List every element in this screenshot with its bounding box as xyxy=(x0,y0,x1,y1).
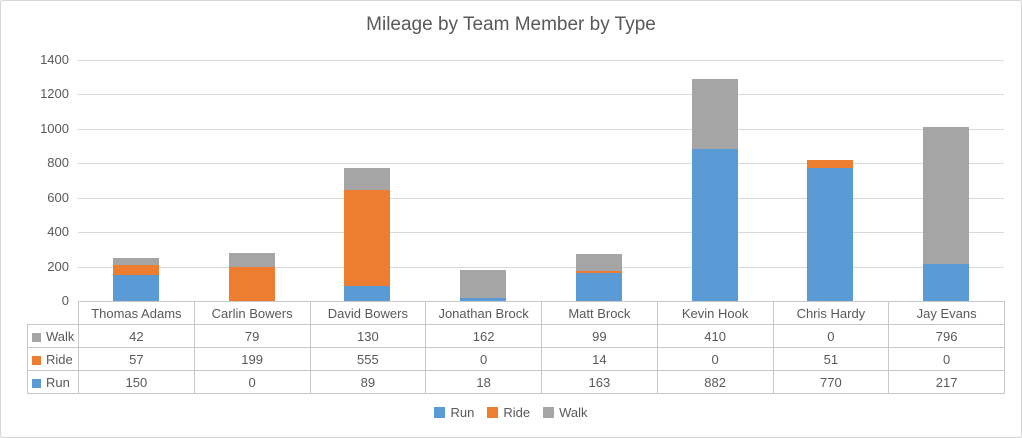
legend-swatch-icon xyxy=(434,407,446,418)
category-header-cell: Matt Brock xyxy=(541,301,658,325)
bar-segment-run xyxy=(923,263,970,301)
gridline xyxy=(78,163,1004,165)
y-axis-label: 600 xyxy=(47,189,69,205)
value-cell: 163 xyxy=(541,370,658,394)
value-cell: 0 xyxy=(425,347,542,371)
value-cell: 0 xyxy=(772,324,890,348)
y-axis-label: 800 xyxy=(47,155,69,171)
legend-item: Walk xyxy=(543,405,588,420)
plot-area xyxy=(78,60,1004,301)
y-axis-label: 1000 xyxy=(40,120,69,136)
bar-segment-walk xyxy=(460,270,507,298)
bar-segment-walk xyxy=(228,253,275,267)
bar-segment-run xyxy=(807,168,854,301)
legend-swatch-icon xyxy=(487,407,499,418)
series-label: Ride xyxy=(46,351,73,367)
value-cell: 42 xyxy=(78,324,195,348)
y-axis-label: 1400 xyxy=(40,52,69,67)
legend-swatch-icon xyxy=(543,407,555,418)
bar-segment-ride xyxy=(228,266,275,301)
chart-legend: Run Ride Walk xyxy=(1,405,1021,420)
bar-segment-walk xyxy=(344,167,391,191)
table-row: Ride 57 199 555 0 14 0 51 0 xyxy=(27,347,1005,371)
gridline xyxy=(78,266,1004,268)
category-header-cell: Jay Evans xyxy=(888,301,1005,325)
gridline xyxy=(78,60,1004,61)
value-cell: 0 xyxy=(193,370,311,394)
value-cell: 79 xyxy=(193,324,311,348)
bar-segment-ride xyxy=(575,270,622,273)
series-label-cell: Ride xyxy=(27,347,79,371)
category-header-cell: David Bowers xyxy=(309,301,427,325)
category-header-cell: Kevin Hook xyxy=(656,301,774,325)
bar-segment-walk xyxy=(575,253,622,271)
category-header-cell: Chris Hardy xyxy=(772,301,890,325)
series-swatch-icon xyxy=(32,355,41,365)
y-axis-label: 200 xyxy=(47,258,69,274)
bar-segment-walk xyxy=(112,258,159,266)
value-cell: 51 xyxy=(772,347,890,371)
legend-item: Run xyxy=(434,405,474,420)
value-cell: 217 xyxy=(888,370,1005,394)
bar-segment-ride xyxy=(112,265,159,276)
table-row: Walk 42 79 130 162 99 410 0 796 xyxy=(27,324,1005,348)
bar-segment-run xyxy=(112,275,159,301)
bar-segment-run xyxy=(575,272,622,301)
series-label: Run xyxy=(46,374,70,390)
bar-segment-run xyxy=(344,285,391,301)
legend-label: Walk xyxy=(559,405,588,420)
legend-label: Run xyxy=(450,405,475,420)
category-header-cell: Jonathan Brock xyxy=(425,301,542,325)
table-corner-cell xyxy=(28,302,79,325)
value-cell: 0 xyxy=(656,347,774,371)
value-cell: 57 xyxy=(78,347,195,371)
gridline xyxy=(78,197,1004,199)
series-label-cell: Walk xyxy=(27,324,79,348)
gridline xyxy=(78,232,1004,234)
series-swatch-icon xyxy=(32,378,41,388)
series-swatch-icon xyxy=(32,332,41,342)
y-axis-label: 1200 xyxy=(40,86,69,102)
table-row: Run 150 0 89 18 163 882 770 217 xyxy=(27,370,1005,394)
y-axis-label: 400 xyxy=(47,224,69,240)
chart-title: Mileage by Team Member by Type xyxy=(366,14,656,35)
series-label-cell: Run xyxy=(27,370,79,394)
bar-segment-ride xyxy=(344,190,391,286)
table-header-row: Thomas Adams Carlin Bowers David Bowers Jon… xyxy=(28,301,1005,325)
value-cell: 130 xyxy=(309,324,427,348)
series-label: Walk xyxy=(46,328,75,344)
bar-segment-walk xyxy=(691,78,738,150)
value-cell: 89 xyxy=(309,370,427,394)
value-cell: 796 xyxy=(888,324,1005,348)
value-cell: 882 xyxy=(656,370,774,394)
value-cell: 99 xyxy=(541,324,658,348)
legend-item: Ride xyxy=(487,405,530,420)
legend-label: Ride xyxy=(503,405,531,420)
gridline xyxy=(78,128,1004,130)
value-cell: 410 xyxy=(656,324,774,348)
bar-segment-run xyxy=(460,297,507,301)
bar-segment-ride xyxy=(807,159,854,169)
value-cell: 770 xyxy=(772,370,890,394)
value-cell: 14 xyxy=(541,347,658,371)
data-table: Thomas Adams Carlin Bowers David Bowers Jon… xyxy=(27,301,1005,394)
value-cell: 555 xyxy=(309,347,427,371)
category-header-cell: Thomas Adams xyxy=(78,301,195,325)
bar-segment-walk xyxy=(923,126,970,264)
bar-segment-run xyxy=(691,149,738,301)
value-cell: 199 xyxy=(193,347,311,371)
gridline xyxy=(78,94,1004,96)
y-axis-label: 0 xyxy=(61,293,69,308)
value-cell: 18 xyxy=(425,370,542,394)
value-cell: 162 xyxy=(425,324,542,348)
category-header-cell: Carlin Bowers xyxy=(193,301,311,325)
value-cell: 150 xyxy=(78,370,195,394)
value-cell: 0 xyxy=(888,347,1005,371)
